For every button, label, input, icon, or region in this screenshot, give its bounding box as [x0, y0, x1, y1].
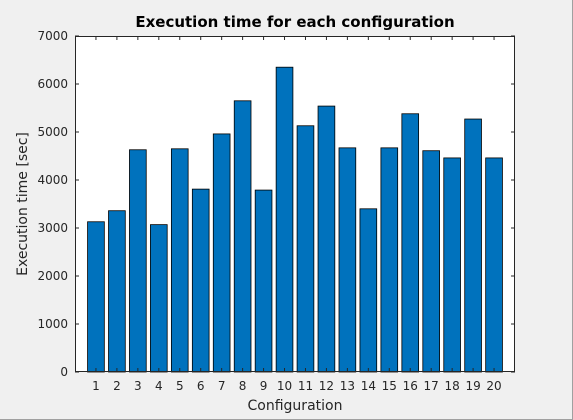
bar-15 [380, 147, 399, 373]
x-ticks-group: 1 2 3 4 5 6 7 8 9 10 11 12 13 14 15 16 17 18 19 20 [92, 36, 502, 393]
y-tick-label: 6000 [37, 77, 68, 91]
x-tick-label: 10 [277, 379, 292, 393]
y-tick-label: 1000 [37, 317, 68, 331]
x-tick-label: 4 [155, 379, 163, 393]
bar-7 [212, 133, 231, 373]
x-tick-label: 16 [403, 379, 418, 393]
x-axis-label: Configuration [248, 398, 343, 414]
x-tick-label: 1 [92, 379, 100, 393]
bar-17 [422, 150, 440, 373]
x-tick-label: 12 [319, 379, 334, 393]
x-tick-label: 5 [176, 379, 184, 393]
axes-background [75, 36, 515, 372]
x-tick-label: 3 [134, 379, 142, 393]
bar-14 [359, 208, 378, 373]
bar-18 [443, 157, 461, 373]
bar-19 [464, 118, 482, 373]
x-tick-label: 13 [340, 379, 355, 393]
bar-13 [338, 147, 357, 373]
y-tick-label: 7000 [37, 29, 68, 43]
chart-title: Execution time for each configuration [135, 13, 454, 31]
bar-10 [275, 66, 294, 373]
bar-1 [87, 221, 105, 373]
x-tick-label: 20 [486, 379, 501, 393]
axes-box [75, 36, 515, 372]
x-tick-label: 14 [361, 379, 376, 393]
bar-5 [170, 148, 189, 373]
y-tick-label: 5000 [37, 125, 68, 139]
y-tick-label: 3000 [37, 221, 68, 235]
x-tick-label: 19 [465, 379, 480, 393]
x-tick-label: 15 [382, 379, 397, 393]
bar-6 [191, 188, 210, 373]
bar-2 [108, 210, 126, 373]
bar-4 [150, 224, 168, 373]
bar-8 [233, 100, 252, 373]
x-tick-label: 9 [260, 379, 268, 393]
bar-12 [317, 105, 336, 373]
y-axis-label: Execution time [sec] [15, 132, 31, 276]
x-tick-label: 18 [445, 379, 460, 393]
bar-9 [254, 189, 273, 373]
bar-11 [296, 125, 315, 373]
x-tick-label: 8 [239, 379, 247, 393]
bar-3 [129, 149, 147, 373]
bars-group [87, 66, 503, 373]
bar-20 [485, 157, 503, 373]
x-tick-label: 7 [218, 379, 226, 393]
y-tick-label: 0 [60, 365, 68, 379]
bar-16 [401, 113, 420, 373]
x-tick-label: 6 [197, 379, 205, 393]
x-tick-label: 17 [424, 379, 439, 393]
x-tick-label: 11 [298, 379, 313, 393]
y-tick-label: 2000 [37, 269, 68, 283]
y-tick-label: 4000 [37, 173, 68, 187]
x-tick-label: 2 [113, 379, 121, 393]
